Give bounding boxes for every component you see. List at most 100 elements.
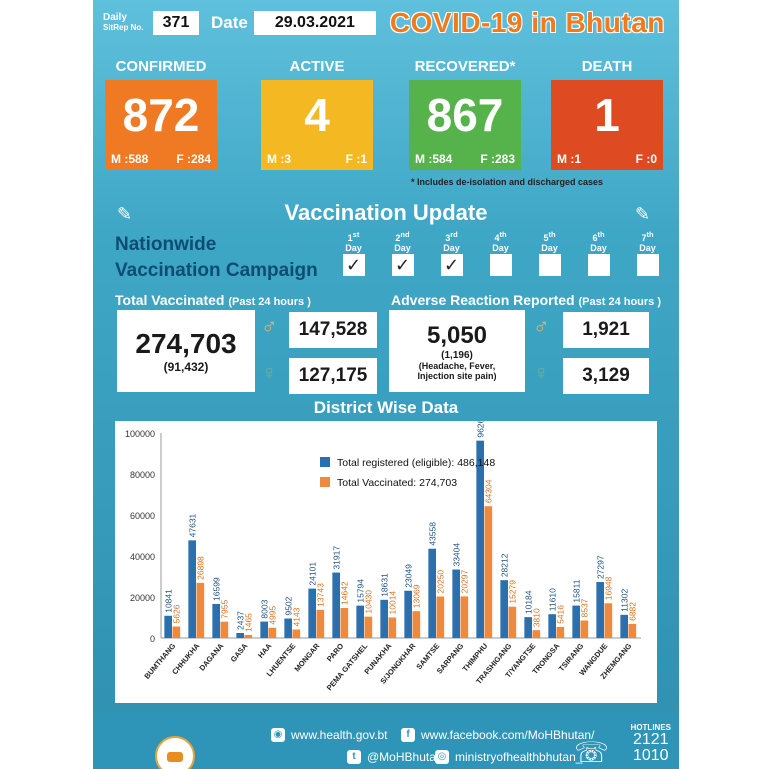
category-label: PARO: [325, 641, 346, 663]
data-label: 3810: [532, 608, 542, 627]
data-label: 20250: [436, 570, 446, 594]
facebook-text: www.facebook.com/MoHBhutan/: [421, 728, 595, 742]
data-label: 27297: [595, 555, 605, 579]
male-vaccinated: 147,528: [289, 312, 377, 348]
bar-1: [580, 620, 589, 638]
day-checkbox: [538, 254, 561, 276]
bar-1: [196, 582, 205, 638]
footer: ◉ www.health.gov.bt f www.facebook.com/M…: [93, 712, 679, 769]
page-title: COVID-19 in Bhutan: [389, 7, 665, 38]
bar-1: [292, 629, 301, 638]
bar-0: [476, 440, 485, 638]
instagram-icon: ◎: [435, 750, 449, 764]
female-person-icon-2: ♀: [533, 360, 550, 385]
data-label: 16948: [604, 576, 614, 600]
facebook-link[interactable]: f www.facebook.com/MoHBhutan/: [401, 728, 594, 742]
stat-box: 872 M :588 F :284: [105, 80, 217, 170]
data-label: 10430: [364, 590, 374, 614]
y-tick-label: 100000: [125, 429, 155, 439]
bar-1: [172, 626, 181, 638]
twitter-text: @MoHBhutan: [367, 750, 443, 764]
data-label: 96265: [475, 421, 485, 438]
bar-0: [308, 588, 317, 638]
stat-male: M :3: [267, 152, 291, 166]
campaign-day-4: 4th Day: [476, 230, 525, 276]
stat-female: F :283: [480, 152, 515, 166]
data-label: 10184: [523, 590, 533, 614]
instagram-link[interactable]: ◎ ministryofhealthbhutan_: [435, 750, 582, 764]
bar-1: [340, 607, 349, 638]
adverse-title: Adverse Reaction Reported: [391, 292, 575, 308]
bar-1: [604, 603, 613, 638]
bar-1: [508, 606, 517, 638]
data-label: 28212: [499, 553, 509, 577]
data-label: 6882: [628, 602, 638, 621]
data-label: 9502: [283, 596, 293, 615]
day-label: 5th Day: [541, 230, 558, 253]
data-label: 11610: [547, 588, 557, 611]
data-label: 15279: [508, 580, 518, 604]
stat-box: 4 M :3 F :1: [261, 80, 373, 170]
bar-0: [548, 614, 557, 638]
bar-0: [620, 614, 629, 638]
adverse-24h: (1,196): [441, 349, 473, 361]
adverse-female: 3,129: [563, 358, 649, 394]
bar-1: [412, 611, 421, 638]
y-tick-label: 40000: [130, 552, 155, 562]
bar-1: [460, 596, 469, 638]
female-person-icon: ♀: [261, 360, 278, 385]
sitrep-label: Daily SitRep No.: [103, 13, 149, 33]
campaign-day-3: 3rd Day ✓: [427, 230, 476, 276]
day-label: 3rd Day: [443, 230, 460, 253]
website-link[interactable]: ◉ www.health.gov.bt: [271, 728, 388, 742]
stat-gender: M :1 F :0: [557, 152, 657, 166]
day-checkbox: [636, 254, 659, 276]
data-label: 10014: [388, 591, 398, 615]
bar-0: [524, 617, 533, 638]
legend-label: Total registered (eligible): 486,148: [337, 457, 495, 469]
male-person-icon-2: ♂: [533, 314, 550, 339]
facebook-icon: f: [401, 728, 415, 742]
bar-0: [428, 548, 437, 638]
hotlines: HOTLINES 2121 1010: [631, 723, 671, 764]
sitrep-label-line1: Daily: [103, 12, 127, 23]
stat-male: M :1: [557, 152, 581, 166]
syringe-icon-right: ✎: [635, 204, 651, 224]
day-checkbox: ✓: [342, 254, 365, 276]
legend-swatch: [320, 477, 330, 487]
data-label: 4995: [268, 606, 278, 625]
data-label: 43558: [427, 522, 437, 546]
sitrep-label-line2: SitRep No.: [103, 23, 144, 32]
stat-female: F :284: [176, 152, 211, 166]
stat-female: F :0: [635, 152, 657, 166]
total-vaccinated-title: Total Vaccinated: [115, 292, 225, 308]
stat-value: 867: [426, 89, 504, 141]
data-label: 8537: [580, 598, 590, 617]
male-person-icon: ♂: [261, 314, 278, 339]
day-checkbox: [489, 254, 512, 276]
date-label: Date: [211, 13, 248, 32]
data-label: 24101: [307, 562, 317, 586]
stat-box: 1 M :1 F :0: [551, 80, 663, 170]
stat-value: 4: [304, 89, 330, 141]
ministry-logo: [155, 736, 195, 769]
twitter-link[interactable]: t @MoHBhutan: [347, 750, 443, 764]
adverse-desc-1: (Headache, Fever,: [418, 360, 496, 371]
legend-swatch: [320, 457, 330, 467]
bar-1: [316, 609, 325, 638]
bar-1: [436, 596, 445, 638]
stat-label: ACTIVE: [289, 58, 345, 75]
campaign-day-2: 2nd Day ✓: [378, 230, 427, 276]
hotline-2: 1010: [632, 747, 669, 764]
data-label: 13743: [316, 583, 326, 607]
day-label: 4th Day: [492, 230, 509, 253]
y-tick-label: 0: [150, 634, 155, 644]
day-label: 6th Day: [590, 230, 607, 253]
report-date: 29.03.2021: [253, 11, 376, 35]
bar-0: [404, 590, 413, 638]
globe-icon: ◉: [271, 728, 285, 742]
data-label: 8003: [259, 599, 269, 618]
stat-male: M :584: [415, 152, 453, 166]
data-label: 7955: [220, 600, 230, 619]
total-vaccinated-sub: (Past 24 hours ): [228, 296, 311, 308]
